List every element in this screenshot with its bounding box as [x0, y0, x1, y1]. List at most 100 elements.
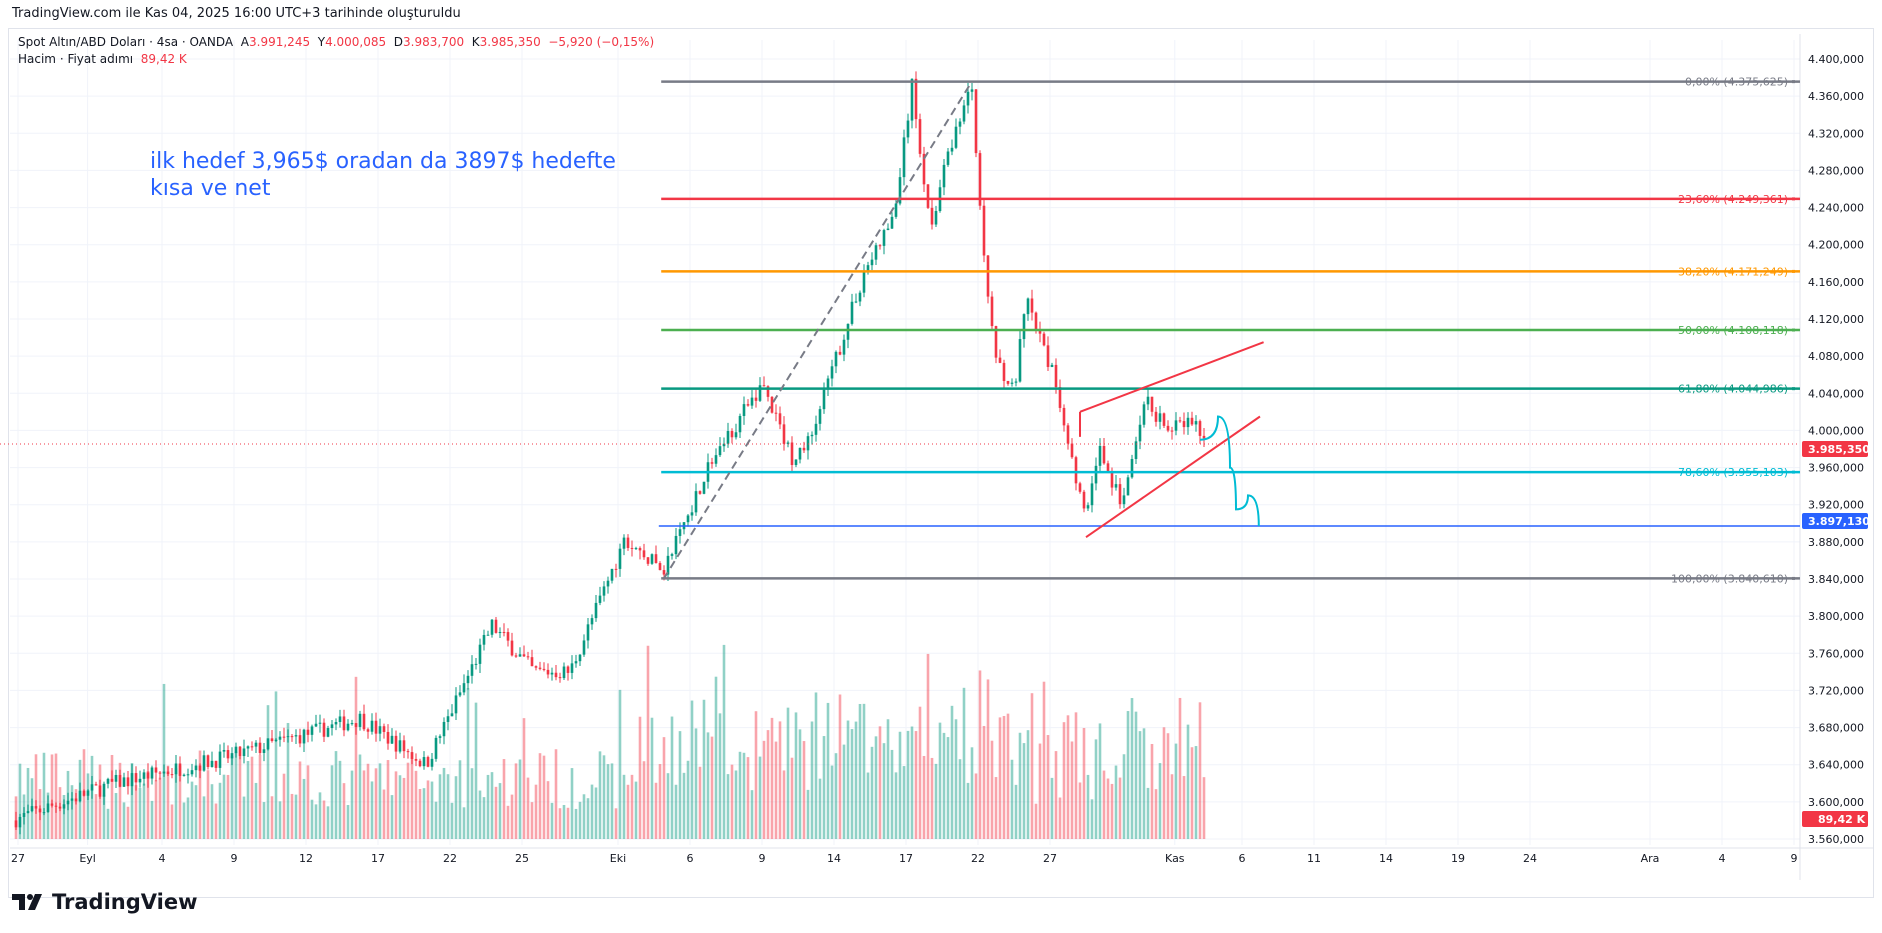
volume-bar: [1138, 731, 1142, 839]
volume-bar: [1186, 724, 1190, 839]
candle-body: [574, 661, 578, 664]
volume-label[interactable]: Hacim · Fiyat adımı: [18, 52, 134, 66]
candle-body: [686, 515, 690, 523]
candle-body: [1054, 364, 1058, 388]
price-tick-label: 3.640,000: [1808, 759, 1864, 772]
candle-body: [730, 431, 734, 438]
candle-body: [370, 720, 374, 732]
volume-bar: [206, 770, 210, 839]
volume-bar: [826, 702, 830, 839]
candle-body: [754, 397, 758, 401]
tradingview-logo-icon: [12, 894, 42, 910]
candle-body: [1182, 421, 1186, 428]
volume-bar: [478, 790, 482, 839]
symbol-name[interactable]: Spot Altın/ABD Doları · 4sa · OANDA: [18, 35, 234, 49]
candle-body: [598, 595, 602, 603]
price-tick-label: 4.240,000: [1808, 202, 1864, 215]
volume-bar: [1002, 715, 1006, 839]
volume-bar: [554, 749, 558, 839]
tradingview-logo[interactable]: TradingView: [12, 890, 197, 914]
volume-bar: [98, 764, 102, 839]
volume-bar: [1190, 747, 1194, 839]
candle-body: [790, 442, 794, 465]
candle-body: [698, 491, 702, 494]
candle-body: [1190, 417, 1194, 425]
volume-bar: [934, 763, 938, 839]
candle-body: [578, 654, 582, 662]
candle-body: [978, 153, 982, 206]
text-annotation[interactable]: ilk hedef 3,965$ oradan da 3897$ hedefte…: [150, 148, 616, 202]
volume-bar: [1030, 693, 1034, 839]
volume-bar: [426, 780, 430, 839]
candle-body: [330, 724, 334, 729]
price-tick-label: 4.400,000: [1808, 53, 1864, 66]
candle-body: [126, 777, 130, 787]
volume-bar: [770, 717, 774, 839]
candle-body: [74, 798, 78, 802]
candle-body: [770, 396, 774, 413]
candle-body: [658, 563, 662, 571]
candle-body: [134, 773, 138, 783]
candle-body: [1122, 495, 1126, 505]
volume-bar: [878, 726, 882, 839]
candle-body: [710, 462, 714, 464]
candle-body: [402, 740, 406, 752]
candle-body: [82, 790, 86, 796]
volume-bar: [890, 749, 894, 839]
volume-bar: [1046, 735, 1050, 839]
candle-body: [302, 729, 306, 744]
candle-body: [98, 785, 102, 797]
candle-body: [874, 245, 878, 260]
current-price-badge-text: 3.985,350: [1808, 443, 1870, 456]
candle-body: [1174, 420, 1178, 431]
time-tick-label: 9: [759, 852, 766, 865]
candle-body: [18, 816, 22, 828]
volume-bar: [1182, 776, 1186, 839]
candle-body: [262, 749, 266, 753]
fib-level-label: 50,00% (4.108,118): [1678, 324, 1788, 337]
volume-bar: [398, 775, 402, 839]
volume-bar: [1174, 743, 1178, 839]
candle-body: [1050, 364, 1054, 367]
volume-bar: [186, 797, 190, 839]
annotation-line-1: ilk hedef 3,965$ oradan da 3897$ hedefte: [150, 149, 616, 174]
candle-body: [806, 436, 810, 451]
volume-bar: [1062, 722, 1066, 839]
candle-body: [378, 726, 382, 734]
candle-body: [1178, 420, 1182, 422]
volume-bar: [482, 797, 486, 839]
candle-body: [542, 668, 546, 670]
volume-bar: [926, 653, 930, 839]
current-price-badge: [1802, 441, 1868, 458]
volume-bar: [94, 794, 98, 839]
volume-bar: [486, 774, 490, 839]
price-chart[interactable]: 4.400,000 4.360,000 4.320,000 4.280,000 4.24…: [0, 0, 1882, 880]
candle-body: [950, 147, 954, 152]
volume-bar: [458, 760, 462, 839]
volume-bar: [302, 778, 306, 839]
time-tick-label: 9: [1791, 852, 1798, 865]
price-tick-label: 4.200,000: [1808, 239, 1864, 252]
candle-body: [1062, 407, 1066, 426]
price-tick-label: 4.120,000: [1808, 313, 1864, 326]
volume-bar: [74, 789, 78, 839]
volume-bar: [138, 787, 142, 839]
candle-body: [1022, 314, 1026, 340]
volume-bar: [454, 776, 458, 839]
volume-bar: [246, 760, 250, 839]
volume-bar: [54, 753, 58, 839]
candle-body: [1090, 483, 1094, 506]
volume-bar: [38, 789, 42, 839]
price-tick-label: 4.360,000: [1808, 90, 1864, 103]
volume-bar: [518, 759, 522, 839]
volume-bar: [626, 784, 630, 839]
volume-bar: [522, 718, 526, 839]
volume-bar: [574, 808, 578, 839]
volume-bar: [730, 764, 734, 839]
candle-body: [566, 666, 570, 673]
ohlc-row: Spot Altın/ABD Doları · 4sa · OANDA A3.9…: [18, 34, 654, 51]
time-tick-label: Ara: [1641, 852, 1660, 865]
candle-body: [222, 750, 226, 752]
volume-bar: [1066, 715, 1070, 839]
candle-body: [726, 431, 730, 444]
